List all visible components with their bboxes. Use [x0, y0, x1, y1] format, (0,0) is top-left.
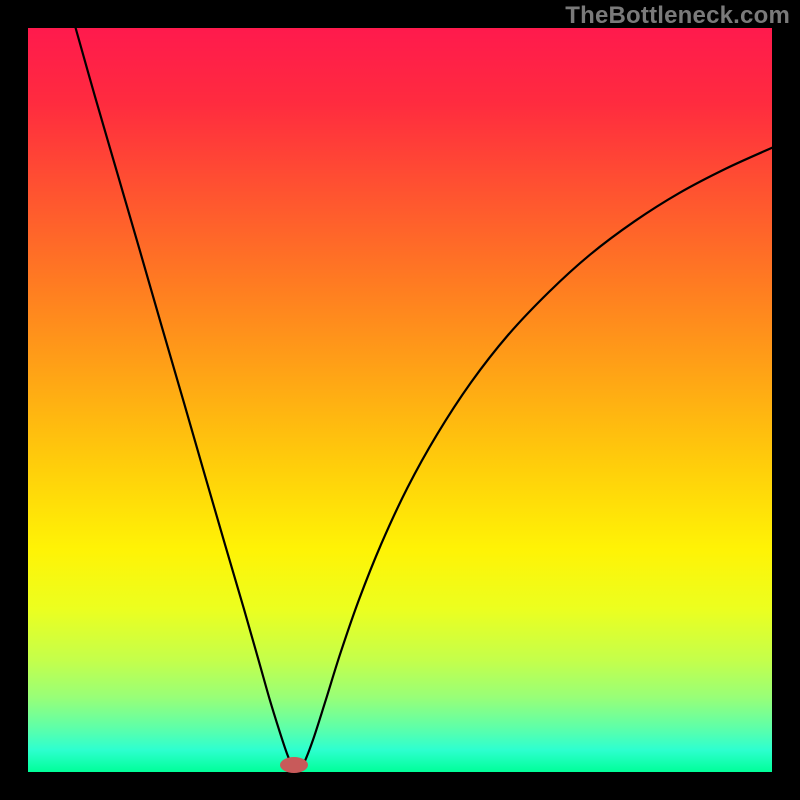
bottleneck-curve — [28, 28, 772, 772]
optimal-point-marker — [280, 757, 308, 773]
plot-area — [28, 28, 772, 772]
watermark-text: TheBottleneck.com — [565, 2, 790, 30]
chart-container: TheBottleneck.com — [0, 0, 800, 800]
